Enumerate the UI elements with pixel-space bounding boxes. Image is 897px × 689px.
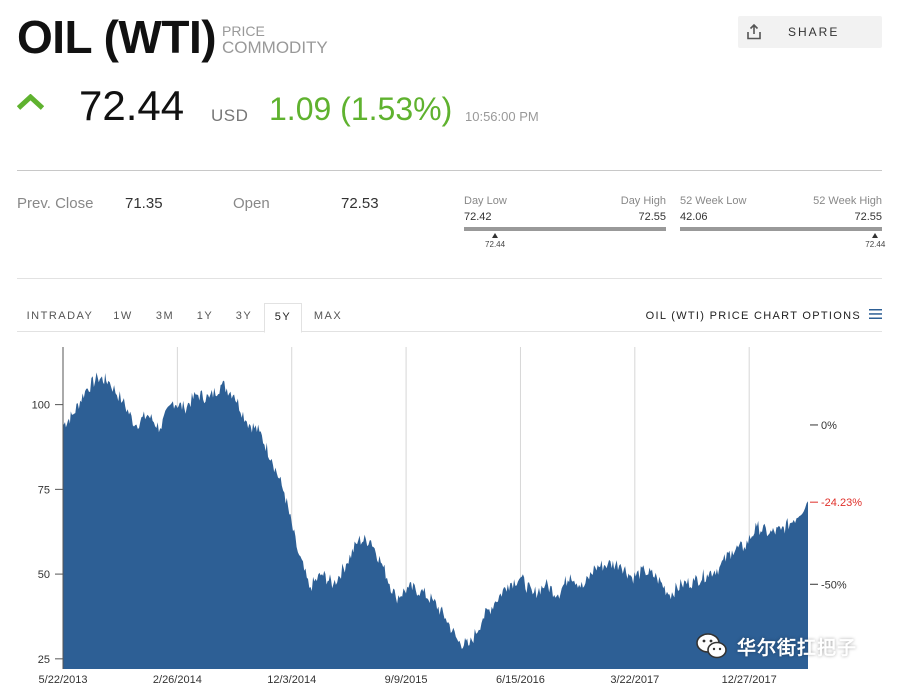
week52-high-label: 52 Week High <box>813 195 882 207</box>
x-tick-label: 6/15/2016 <box>496 674 545 686</box>
week52-range-bar <box>680 227 882 231</box>
price-up-arrow-icon <box>16 93 45 115</box>
week52-low-label: 52 Week Low <box>680 195 747 207</box>
tab-5y[interactable]: 5Y <box>264 303 302 333</box>
share-label: SHARE <box>788 25 840 39</box>
right-axis-label: -50% <box>821 579 847 591</box>
x-tick-label: 2/26/2014 <box>153 674 202 686</box>
week52-low-value: 42.06 <box>680 211 708 223</box>
instrument-type-line1: PRICE <box>222 23 265 39</box>
prev-close-value: 71.35 <box>125 195 163 212</box>
open-label: Open <box>233 195 270 212</box>
day-low-value: 72.42 <box>464 211 492 223</box>
day-high-value: 72.55 <box>638 211 666 223</box>
chart-range-tabs: INTRADAY 1W 3M 1Y 3Y 5Y MAX OIL (WTI) PR… <box>17 303 882 333</box>
tab-3m[interactable]: 3M <box>155 310 175 322</box>
right-axis-label: -24.23% <box>821 497 862 509</box>
y-tick-label: 75 <box>38 484 50 496</box>
tab-intraday[interactable]: INTRADAY <box>26 310 94 322</box>
week52-high-value: 72.55 <box>854 211 882 223</box>
tab-1w[interactable]: 1W <box>113 310 133 322</box>
price-area <box>63 372 808 669</box>
x-tick-label: 12/3/2014 <box>267 674 316 686</box>
day-range-marker-icon <box>492 233 499 238</box>
hamburger-menu-icon <box>869 304 882 329</box>
y-tick-label: 100 <box>32 400 50 412</box>
currency: USD <box>211 106 249 125</box>
tab-max[interactable]: MAX <box>313 310 343 322</box>
share-icon <box>743 21 765 43</box>
right-axis-label: 0% <box>821 420 837 432</box>
x-tick-label: 5/22/2013 <box>39 674 88 686</box>
price-change: 1.09 (1.53%) <box>269 91 453 127</box>
divider <box>17 278 882 279</box>
divider <box>17 170 882 171</box>
x-tick-label: 12/27/2017 <box>722 674 777 686</box>
wechat-icon <box>696 633 727 659</box>
x-tick-label: 3/22/2017 <box>610 674 659 686</box>
chart-options-label: OIL (WTI) PRICE CHART OPTIONS <box>645 310 861 322</box>
watermark: 华尔街扛把子 <box>695 632 857 660</box>
last-price: 72.44 <box>79 82 185 129</box>
week52-range-current: 72.44 <box>865 240 886 249</box>
tab-3y[interactable]: 3Y <box>235 310 253 322</box>
instrument-type-line2: COMMODITY <box>222 38 328 57</box>
instrument-type: PRICE COMMODITY <box>222 23 328 57</box>
day-range-current: 72.44 <box>485 240 506 249</box>
day-high-label: Day High <box>620 195 666 207</box>
open-value: 72.53 <box>341 195 379 212</box>
quote-time: 10:56:00 PM <box>465 109 539 124</box>
prev-close-label: Prev. Close <box>17 195 94 212</box>
y-tick-label: 25 <box>38 654 50 666</box>
share-button[interactable]: SHARE <box>738 16 882 48</box>
day-low-label: Day Low <box>464 195 507 207</box>
y-tick-label: 50 <box>38 569 50 581</box>
watermark-text: 华尔街扛把子 <box>737 636 858 659</box>
day-range-bar <box>464 227 666 231</box>
tab-1y[interactable]: 1Y <box>196 310 214 322</box>
x-tick-label: 9/9/2015 <box>385 674 428 686</box>
price-chart[interactable]: 100 75 50 25 5/22/2013 2/26/2014 12/3/2014 9/9/… <box>0 335 897 689</box>
page-title: OIL (WTI) <box>17 11 217 63</box>
week52-range-marker-icon <box>872 233 879 238</box>
chart-options-button[interactable]: OIL (WTI) PRICE CHART OPTIONS <box>646 303 882 330</box>
